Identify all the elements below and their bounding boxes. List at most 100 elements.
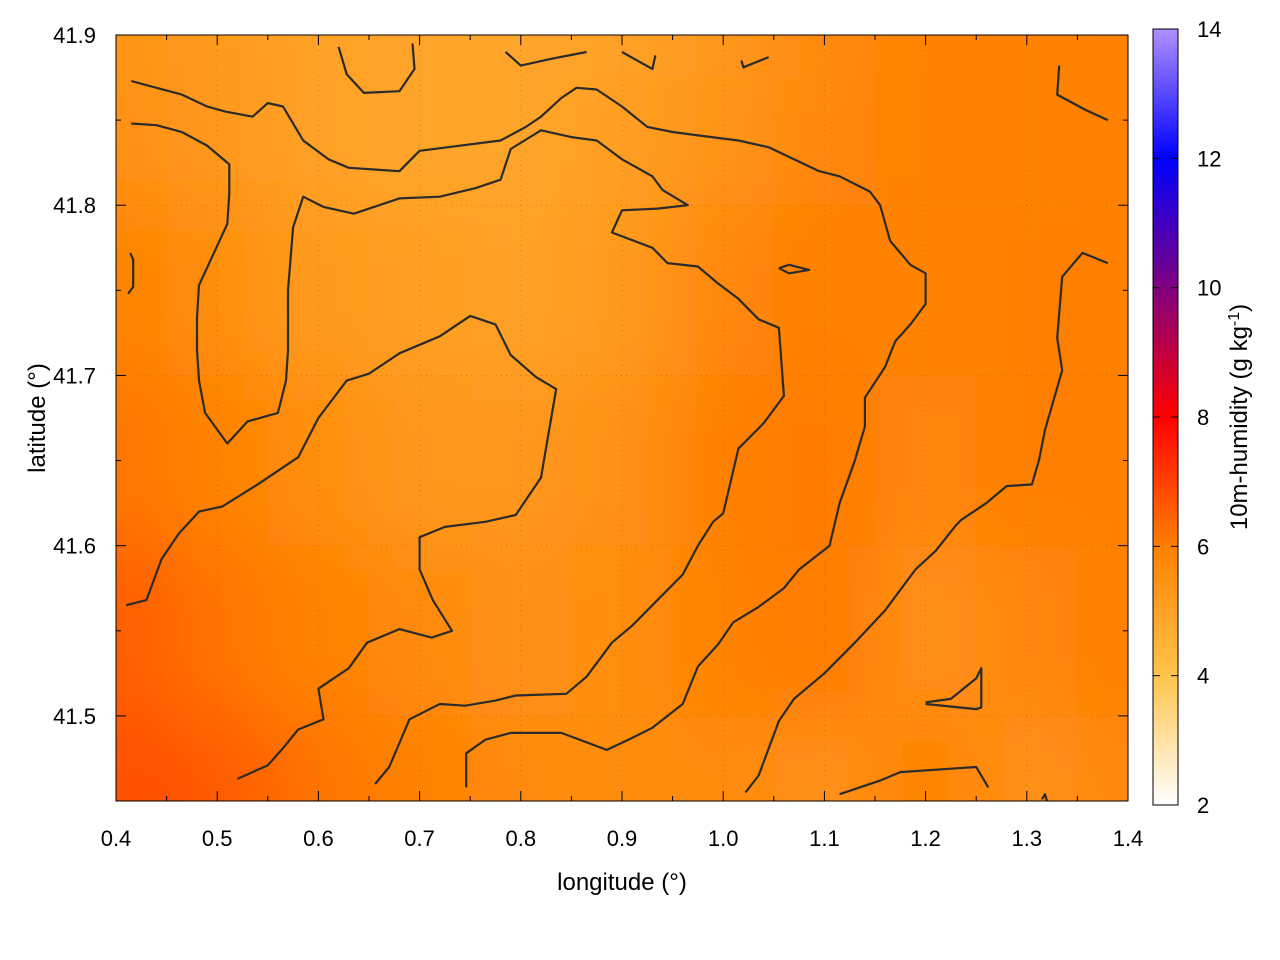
field-cell xyxy=(672,205,774,376)
field-cell xyxy=(369,715,471,801)
y-tick-label: 41.8 xyxy=(53,193,96,218)
field-cell xyxy=(369,77,471,206)
field-cell xyxy=(116,205,167,376)
y-tick-label: 41.6 xyxy=(53,534,96,559)
field-cell xyxy=(470,545,572,716)
x-tick-label: 0.5 xyxy=(202,826,233,851)
field-cell xyxy=(1077,375,1128,546)
field-cell xyxy=(672,715,774,801)
field-cell xyxy=(1077,715,1128,801)
contour-line xyxy=(925,667,983,711)
field-cell xyxy=(267,375,369,546)
x-tick-label: 1.2 xyxy=(910,826,941,851)
x-tick-label: 0.7 xyxy=(404,826,435,851)
field-cell xyxy=(116,35,167,78)
field-cell xyxy=(470,715,572,801)
field-cell xyxy=(470,205,572,376)
x-tick-label: 0.9 xyxy=(607,826,638,851)
field-cell xyxy=(1077,77,1128,206)
field-cell xyxy=(166,375,268,546)
contour-line xyxy=(740,56,770,69)
field-cell xyxy=(1077,205,1128,376)
field-cell xyxy=(571,77,673,206)
field-cell xyxy=(976,375,1078,546)
y-axis-label: latitude (°) xyxy=(24,363,51,473)
x-tick-label: 1.0 xyxy=(708,826,739,851)
colorbar-tick-label: 6 xyxy=(1197,534,1209,559)
field-cell xyxy=(672,375,774,546)
humidity-field xyxy=(116,35,1128,801)
y-tick-label: 41.7 xyxy=(53,363,96,388)
x-tick-label: 1.1 xyxy=(809,826,840,851)
field-cell xyxy=(166,715,268,801)
field-cell xyxy=(166,205,268,376)
field-cell xyxy=(1077,545,1128,716)
field-cell xyxy=(116,375,167,546)
colorbar-tick-label: 14 xyxy=(1197,17,1221,42)
field-cell xyxy=(875,77,977,206)
field-cells xyxy=(116,35,1128,801)
field-cell xyxy=(875,715,977,801)
field-cell xyxy=(571,715,673,801)
x-axis-label: longitude (°) xyxy=(557,869,687,896)
contour-line xyxy=(127,252,135,295)
field-cell xyxy=(875,375,977,546)
field-cell xyxy=(116,545,167,716)
field-cell xyxy=(672,77,774,206)
contour-line xyxy=(504,50,587,67)
field-cell xyxy=(875,545,977,716)
colorbar-tick-label: 12 xyxy=(1197,146,1221,171)
field-cell xyxy=(1077,35,1128,78)
field-cell xyxy=(369,375,471,546)
contour-line xyxy=(1041,793,1049,801)
colorbar-tick-label: 8 xyxy=(1197,405,1209,430)
field-cell xyxy=(116,715,167,801)
field-cell xyxy=(369,545,471,716)
contour-line xyxy=(337,43,416,95)
field-cell xyxy=(773,545,875,716)
field-cell xyxy=(773,77,875,206)
x-tick-label: 1.4 xyxy=(1113,826,1144,851)
x-tick-label: 0.4 xyxy=(101,826,132,851)
contour-line xyxy=(621,51,657,71)
contour-line xyxy=(125,314,558,780)
colorbar-ticks: 2 4 6 8 10 12 14 xyxy=(1153,17,1221,818)
y-axis-ticks: 41.5 41.6 41.7 41.8 41.9 xyxy=(53,23,1128,802)
field-cell xyxy=(976,77,1078,206)
field-cell xyxy=(166,77,268,206)
field-cell xyxy=(267,77,369,206)
field-cell xyxy=(267,715,369,801)
colorbar-label-main: 10m-humidity (g kg xyxy=(1226,326,1253,530)
colorbar-tick-label: 10 xyxy=(1197,276,1221,301)
contour-line xyxy=(744,251,1109,794)
field-cell xyxy=(116,77,167,206)
colorbar-label-tail: ) xyxy=(1226,304,1253,312)
contour-line xyxy=(839,765,990,796)
field-cell xyxy=(976,715,1078,801)
field-cell xyxy=(773,375,875,546)
colorbar-label: 10m-humidity (g kg-1) xyxy=(1226,304,1254,530)
x-tick-label: 1.3 xyxy=(1012,826,1043,851)
field-cell xyxy=(976,545,1078,716)
field-cell xyxy=(369,205,471,376)
field-cell xyxy=(571,205,673,376)
y-tick-label: 41.9 xyxy=(53,23,96,48)
colorbar-label-superscript: -1 xyxy=(1226,312,1243,326)
contour-line xyxy=(130,79,927,788)
contour-line xyxy=(1056,65,1109,122)
field-cell xyxy=(571,375,673,546)
y-tick-label: 41.5 xyxy=(53,704,96,729)
x-axis-ticks: 0.4 0.5 0.6 0.7 0.8 0.9 1.0 1.1 1.2 1.3 1.4 xyxy=(101,35,1144,851)
field-cell xyxy=(571,545,673,716)
colorbar-tick-label: 4 xyxy=(1197,664,1209,689)
colorbar: 2 4 6 8 10 12 14 10m-humidity (g kg-1) xyxy=(1152,17,1254,818)
contour-line xyxy=(131,122,786,785)
contour-lines xyxy=(125,43,1109,801)
field-cell xyxy=(267,205,369,376)
field-cell xyxy=(166,545,268,716)
colorbar-tick-label: 2 xyxy=(1197,793,1209,818)
x-tick-label: 0.6 xyxy=(303,826,334,851)
x-tick-label: 0.8 xyxy=(506,826,537,851)
field-cell xyxy=(773,205,875,376)
